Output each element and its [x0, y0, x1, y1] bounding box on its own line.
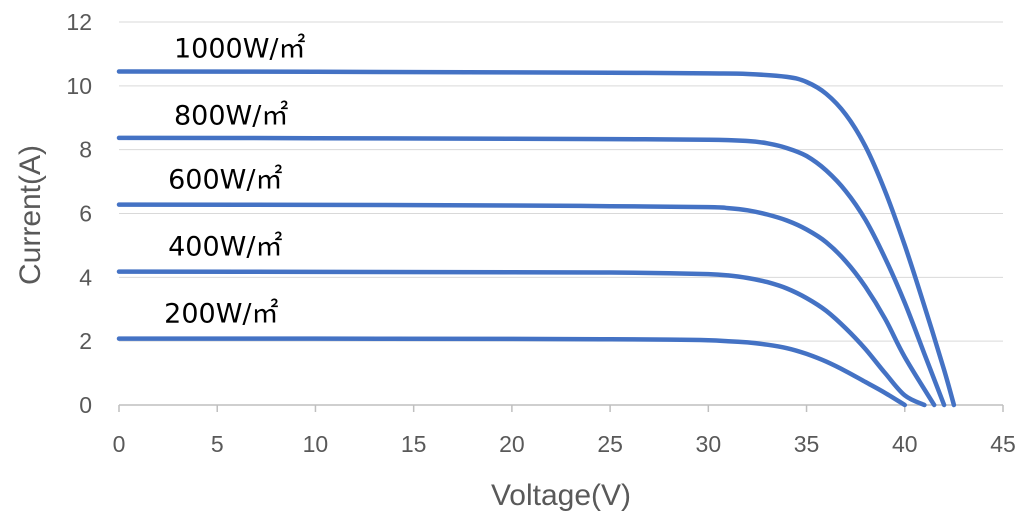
x-tick-label: 40 — [892, 431, 918, 457]
y-tick-label: 4 — [79, 264, 92, 290]
y-tick-label: 10 — [66, 73, 92, 99]
x-tick-label: 5 — [211, 431, 224, 457]
y-tick-labels: 0 2 4 6 8 10 12 — [66, 9, 92, 418]
series-line-4 — [116, 336, 908, 408]
x-tick-label: 35 — [794, 431, 820, 457]
series-line-0 — [116, 69, 957, 408]
series-label-0: 1000W/㎡ — [174, 34, 306, 65]
x-tick-label: 10 — [303, 431, 329, 457]
y-tick-label: 8 — [79, 137, 92, 163]
series-line-2 — [116, 202, 937, 408]
series-line-1 — [116, 135, 947, 408]
x-tick-labels: 0 5 10 15 20 25 30 35 40 45 — [113, 431, 1016, 457]
y-tick-label: 6 — [79, 201, 92, 227]
series-labels: 1000W/㎡ 800W/㎡ 600W/㎡ 400W/㎡ 200W/㎡ — [164, 34, 305, 330]
axes — [118, 404, 1004, 412]
x-tick-label: 45 — [990, 431, 1016, 457]
series-curves — [116, 69, 957, 408]
y-axis-label: Current(A) — [14, 145, 47, 285]
x-axis-label: Voltage(V) — [491, 479, 631, 512]
series-label-1: 800W/㎡ — [174, 101, 288, 132]
x-tick-label: 15 — [401, 431, 427, 457]
series-label-3: 400W/㎡ — [168, 231, 282, 262]
series-label-2: 600W/㎡ — [168, 164, 282, 195]
x-tick-label: 0 — [113, 431, 126, 457]
y-tick-label: 0 — [79, 392, 92, 418]
series-label-4: 200W/㎡ — [164, 298, 278, 329]
y-tick-label: 2 — [79, 328, 92, 354]
y-tick-label: 12 — [66, 9, 92, 35]
x-tick-label: 20 — [499, 431, 525, 457]
series-line-3 — [116, 269, 927, 408]
x-tick-label: 30 — [696, 431, 722, 457]
x-tick-label: 25 — [597, 431, 623, 457]
